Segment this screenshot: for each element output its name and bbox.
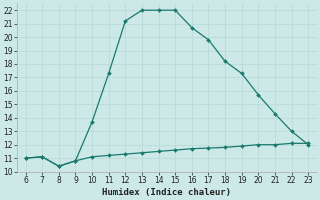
- X-axis label: Humidex (Indice chaleur): Humidex (Indice chaleur): [102, 188, 231, 197]
